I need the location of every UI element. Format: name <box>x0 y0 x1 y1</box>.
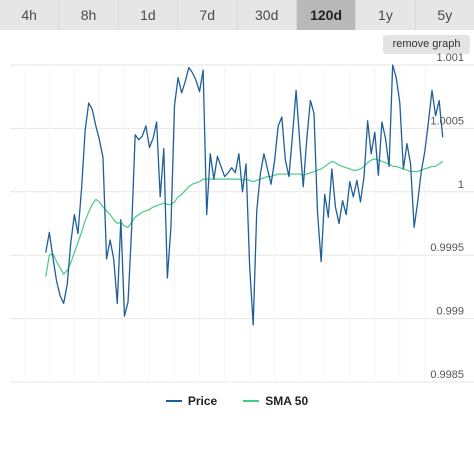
remove-graph-button[interactable]: remove graph <box>383 35 470 54</box>
price-series-line <box>45 64 444 326</box>
chart-legend: Price SMA 50 <box>0 390 474 412</box>
x-grid-layer <box>23 65 426 382</box>
legend-item-price[interactable]: Price <box>165 394 218 408</box>
y-tick-label: 1 <box>458 179 464 191</box>
tab-4h[interactable]: 4h <box>0 0 60 30</box>
y-tick-label: 1.0005 <box>430 115 464 127</box>
y-tick-label: 0.9995 <box>430 242 464 254</box>
tab-30d[interactable]: 30d <box>237 0 297 30</box>
tab-7d[interactable]: 7d <box>178 0 238 30</box>
tab-120d[interactable]: 120d <box>296 0 357 30</box>
tab-1d[interactable]: 1d <box>118 0 179 30</box>
y-tick-label: 1.001 <box>436 52 464 64</box>
y-tick-label: 0.999 <box>436 306 464 318</box>
tab-5y[interactable]: 5y <box>415 0 474 30</box>
timeframe-tabs: 4h 8h 1d 7d 30d 120d 1y 5y <box>0 0 474 30</box>
grid-layer <box>10 64 474 383</box>
legend-label-sma: SMA 50 <box>265 394 309 408</box>
tab-8h[interactable]: 8h <box>59 0 119 30</box>
y-tick-label: 0.9985 <box>430 369 464 381</box>
legend-swatch-sma <box>243 400 260 402</box>
legend-label-price: Price <box>187 394 218 408</box>
legend-item-sma[interactable]: SMA 50 <box>243 394 308 408</box>
legend-swatch-price <box>165 400 182 402</box>
series-layer <box>45 64 444 326</box>
tab-1y[interactable]: 1y <box>356 0 416 30</box>
